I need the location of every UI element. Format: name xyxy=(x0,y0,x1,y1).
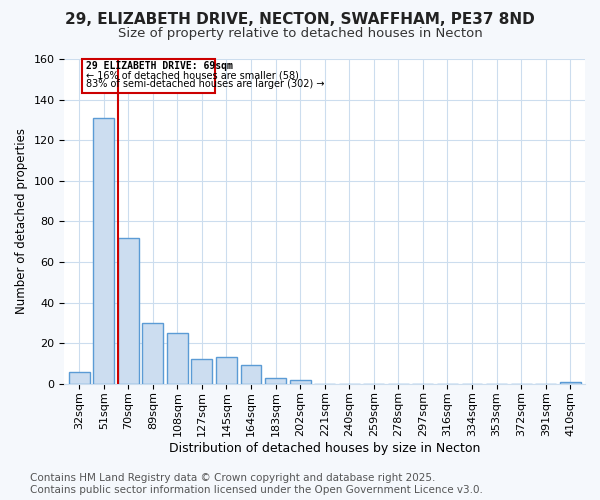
Text: ← 16% of detached houses are smaller (58): ← 16% of detached houses are smaller (58… xyxy=(86,70,299,80)
Bar xyxy=(265,378,286,384)
Bar xyxy=(69,372,89,384)
Text: Contains HM Land Registry data © Crown copyright and database right 2025.
Contai: Contains HM Land Registry data © Crown c… xyxy=(30,474,483,495)
FancyBboxPatch shape xyxy=(82,59,215,94)
Bar xyxy=(167,333,188,384)
Y-axis label: Number of detached properties: Number of detached properties xyxy=(15,128,28,314)
Bar xyxy=(93,118,114,384)
Text: Size of property relative to detached houses in Necton: Size of property relative to detached ho… xyxy=(118,28,482,40)
Bar xyxy=(241,366,262,384)
Text: 29, ELIZABETH DRIVE, NECTON, SWAFFHAM, PE37 8ND: 29, ELIZABETH DRIVE, NECTON, SWAFFHAM, P… xyxy=(65,12,535,28)
Bar xyxy=(118,238,139,384)
Text: 83% of semi-detached houses are larger (302) →: 83% of semi-detached houses are larger (… xyxy=(86,80,324,90)
Bar xyxy=(290,380,311,384)
X-axis label: Distribution of detached houses by size in Necton: Distribution of detached houses by size … xyxy=(169,442,481,455)
Bar xyxy=(142,323,163,384)
Text: 29 ELIZABETH DRIVE: 69sqm: 29 ELIZABETH DRIVE: 69sqm xyxy=(86,61,233,71)
Bar xyxy=(560,382,581,384)
Bar xyxy=(216,358,237,384)
Bar xyxy=(191,360,212,384)
